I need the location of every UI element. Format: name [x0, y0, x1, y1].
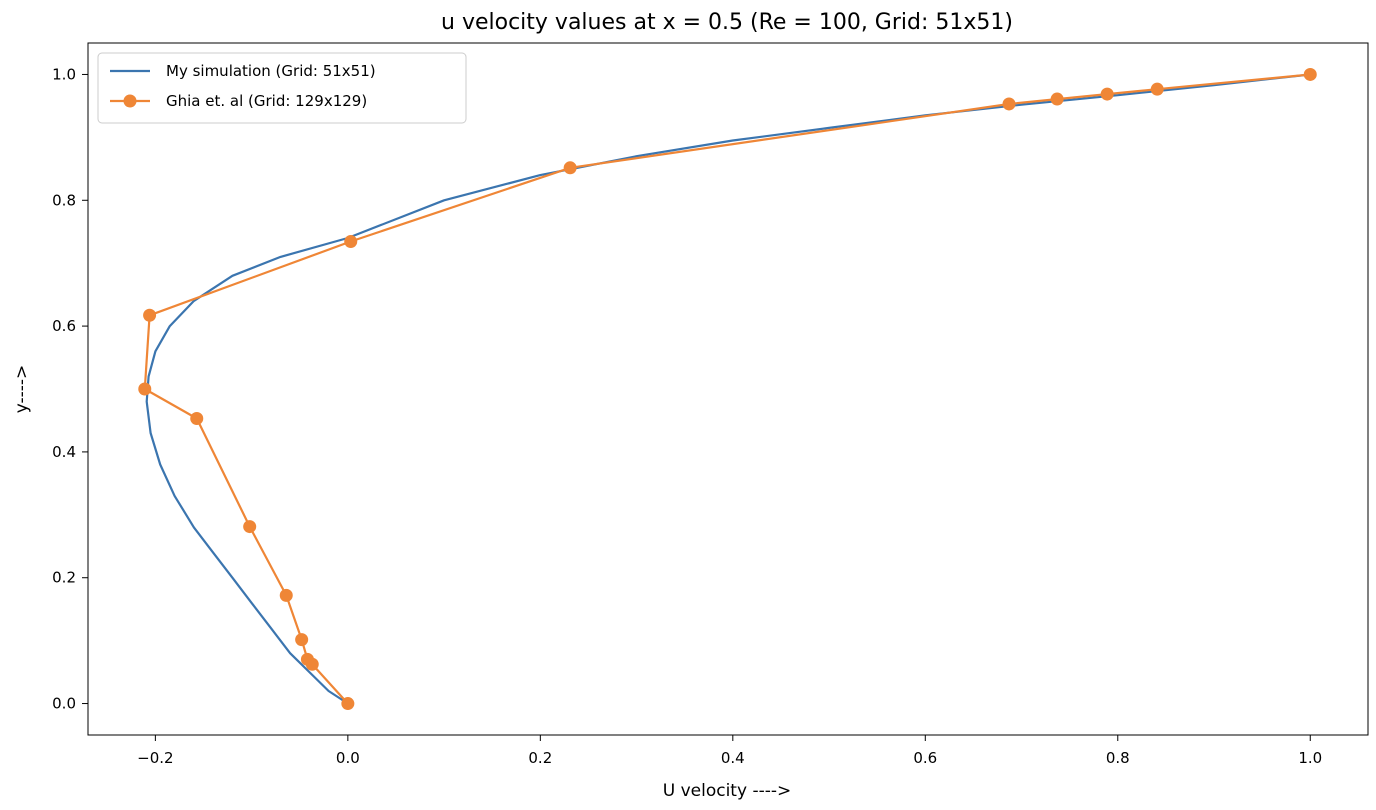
chart-title: u velocity values at x = 0.5 (Re = 100, … — [441, 10, 1013, 35]
x-tick-label: 1.0 — [1298, 749, 1322, 767]
data-point — [341, 697, 355, 711]
x-axis-ticks: −0.2 0.0 0.2 0.4 0.6 0.8 1.0 — [137, 735, 1322, 767]
y-axis-ticks: 0.0 0.2 0.4 0.6 0.8 1.0 — [52, 65, 88, 713]
y-axis-label: y----> — [12, 365, 32, 414]
data-point — [1150, 82, 1164, 96]
data-point — [190, 412, 204, 426]
data-point — [295, 633, 309, 647]
data-point — [300, 652, 314, 666]
plot-area — [87, 42, 1369, 736]
y-tick-label: 0.0 — [52, 695, 76, 713]
x-axis-label: U velocity ----> — [663, 781, 791, 801]
x-tick-label: −0.2 — [137, 749, 173, 767]
data-point — [1002, 97, 1016, 111]
y-tick-label: 0.8 — [52, 191, 76, 209]
data-point — [563, 161, 577, 175]
plot-lines — [138, 67, 1317, 711]
y-tick-label: 1.0 — [52, 65, 76, 83]
data-point — [279, 588, 293, 602]
data-point — [243, 520, 257, 534]
data-point — [344, 235, 358, 249]
legend-marker-ghia — [123, 94, 137, 108]
legend: My simulation (Grid: 51x51) Ghia et. al … — [97, 52, 467, 124]
x-tick-label: 0.4 — [721, 749, 745, 767]
x-tick-label: 0.2 — [528, 749, 552, 767]
series-line-1 — [143, 73, 1311, 705]
data-point — [1050, 92, 1064, 106]
data-point — [1100, 87, 1114, 101]
data-point — [143, 308, 157, 322]
y-tick-label: 0.4 — [52, 443, 76, 461]
y-tick-label: 0.6 — [52, 317, 76, 335]
x-tick-label: 0.8 — [1106, 749, 1130, 767]
legend-label-simulation: My simulation (Grid: 51x51) — [166, 62, 376, 80]
data-point — [138, 382, 152, 396]
x-tick-label: 0.6 — [913, 749, 937, 767]
y-tick-label: 0.2 — [52, 569, 76, 587]
data-point — [1303, 67, 1317, 81]
series-line-0 — [145, 73, 1311, 705]
legend-box — [97, 52, 467, 124]
legend-label-ghia: Ghia et. al (Grid: 129x129) — [166, 92, 367, 110]
x-tick-label: 0.0 — [336, 749, 360, 767]
